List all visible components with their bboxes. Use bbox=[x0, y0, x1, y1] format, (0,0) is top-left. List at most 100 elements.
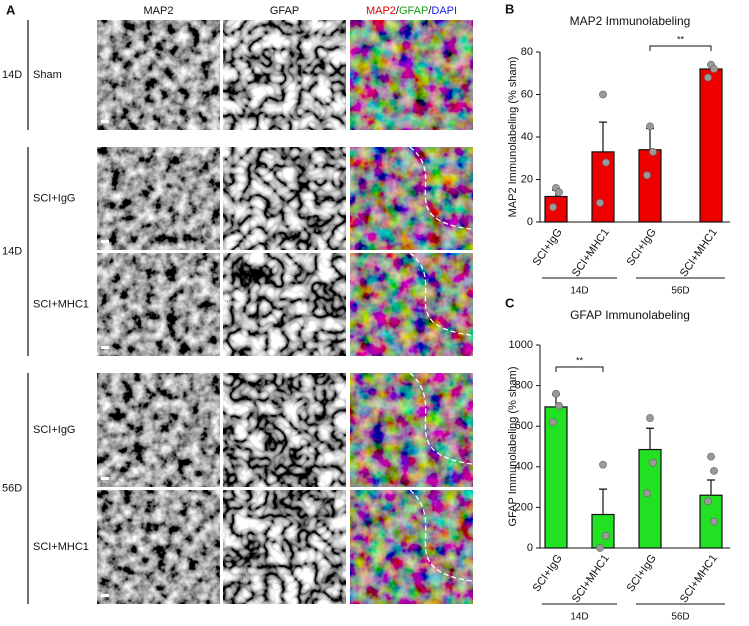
chart-title: MAP2 Immunolabeling bbox=[570, 14, 691, 28]
x-tick-label: SCI+IgG bbox=[625, 553, 659, 595]
error-bar bbox=[646, 427, 654, 450]
significance-label: ** bbox=[576, 355, 584, 365]
data-point bbox=[596, 198, 604, 207]
group-label: 14D bbox=[2, 245, 22, 257]
row-label: SCI+IgG bbox=[33, 424, 76, 436]
group-label: 14D bbox=[570, 612, 588, 621]
merge-header-part: MAP2 bbox=[366, 5, 396, 17]
bar bbox=[638, 149, 662, 223]
data-point bbox=[549, 203, 557, 212]
micrograph bbox=[97, 20, 220, 130]
y-tick-label: 1000 bbox=[509, 339, 533, 351]
micrograph bbox=[350, 253, 473, 356]
micrograph bbox=[350, 490, 473, 604]
merge-header-part: DAPI bbox=[431, 5, 457, 17]
column-header: MAP2 bbox=[144, 5, 174, 17]
data-point bbox=[599, 460, 607, 469]
row-label: SCI+IgG bbox=[33, 192, 76, 204]
y-tick-label: 200 bbox=[515, 501, 533, 513]
data-point bbox=[596, 544, 604, 552]
significance-label: ** bbox=[677, 34, 685, 44]
micrograph bbox=[223, 373, 346, 487]
micrograph bbox=[350, 20, 473, 130]
micrograph bbox=[97, 253, 220, 356]
x-tick-label: SCI+IgG bbox=[531, 227, 565, 269]
scale-bar bbox=[101, 120, 109, 123]
micrograph bbox=[350, 147, 473, 250]
scale-bar bbox=[101, 240, 109, 243]
chart-title: GFAP Immunolabeling bbox=[570, 308, 690, 322]
data-point bbox=[710, 517, 718, 526]
micrograph bbox=[350, 373, 473, 487]
y-tick-label: 20 bbox=[521, 173, 533, 185]
data-point bbox=[549, 418, 557, 427]
y-tick-label: 600 bbox=[515, 420, 533, 432]
significance-bracket bbox=[555, 366, 604, 372]
data-point bbox=[643, 489, 651, 498]
y-tick-label: 40 bbox=[521, 131, 533, 143]
data-point bbox=[710, 466, 718, 475]
row-label: Sham bbox=[33, 69, 62, 81]
y-tick-label: 0 bbox=[527, 542, 533, 554]
data-point bbox=[599, 90, 607, 99]
merge-header-part: / bbox=[396, 5, 400, 17]
bar bbox=[544, 406, 568, 549]
micrograph bbox=[97, 147, 220, 250]
data-point bbox=[646, 414, 654, 422]
micrograph bbox=[97, 490, 220, 604]
y-tick-label: 0 bbox=[527, 216, 533, 228]
lesion-border bbox=[409, 489, 474, 582]
lesion-border bbox=[409, 372, 474, 465]
error-bar bbox=[599, 488, 607, 515]
data-point bbox=[704, 497, 712, 506]
group-label: 56D bbox=[671, 612, 689, 621]
scale-bar bbox=[101, 477, 109, 480]
x-tick-label: SCI+MHC1 bbox=[678, 227, 720, 280]
data-point bbox=[707, 452, 715, 461]
merge-header: MAP2/GFAP/DAPI bbox=[366, 5, 457, 17]
x-tick-label: SCI+IgG bbox=[531, 553, 565, 595]
group-label: 56D bbox=[2, 482, 22, 494]
bar bbox=[699, 68, 723, 223]
error-bar bbox=[707, 479, 715, 496]
significance-bracket bbox=[649, 45, 712, 51]
micrograph bbox=[223, 253, 346, 356]
row-label: SCI+MHC1 bbox=[33, 541, 89, 553]
error-bar bbox=[599, 121, 607, 152]
x-tick-label: SCI+MHC1 bbox=[678, 553, 720, 606]
y-tick-label: 80 bbox=[521, 46, 533, 58]
scale-bar bbox=[101, 594, 109, 597]
data-point bbox=[646, 122, 654, 131]
bar bbox=[591, 513, 615, 549]
group-label: 56D bbox=[671, 286, 689, 297]
merge-header-part: / bbox=[428, 5, 432, 17]
data-point bbox=[643, 171, 651, 180]
panel-label: B bbox=[505, 1, 514, 16]
data-point bbox=[555, 401, 563, 410]
data-point bbox=[710, 65, 718, 73]
y-axis-label: GFAP Immunolabeling (% sham) bbox=[507, 367, 519, 527]
data-point bbox=[602, 531, 610, 540]
data-point bbox=[602, 158, 610, 167]
micrograph bbox=[223, 20, 346, 130]
data-point bbox=[649, 147, 657, 156]
y-tick-label: 400 bbox=[515, 461, 533, 473]
row-label: SCI+MHC1 bbox=[33, 298, 89, 310]
panel-label: C bbox=[505, 295, 515, 310]
merge-header-part: GFAP bbox=[399, 5, 428, 17]
x-tick-label: SCI+IgG bbox=[625, 227, 659, 269]
data-point bbox=[649, 458, 657, 467]
panel-label: A bbox=[6, 2, 16, 17]
error-bar bbox=[646, 127, 654, 150]
micrograph bbox=[223, 490, 346, 604]
y-tick-label: 800 bbox=[515, 380, 533, 392]
group-label: 14D bbox=[570, 286, 588, 297]
y-axis-label: MAP2 Immunolabeling (% sham) bbox=[507, 57, 519, 218]
micrograph bbox=[97, 373, 220, 487]
y-tick-label: 60 bbox=[521, 88, 533, 100]
scale-bar bbox=[101, 346, 109, 349]
group-label: 14D bbox=[2, 69, 22, 81]
column-header: GFAP bbox=[270, 5, 299, 17]
x-tick-label: SCI+MHC1 bbox=[570, 227, 612, 280]
